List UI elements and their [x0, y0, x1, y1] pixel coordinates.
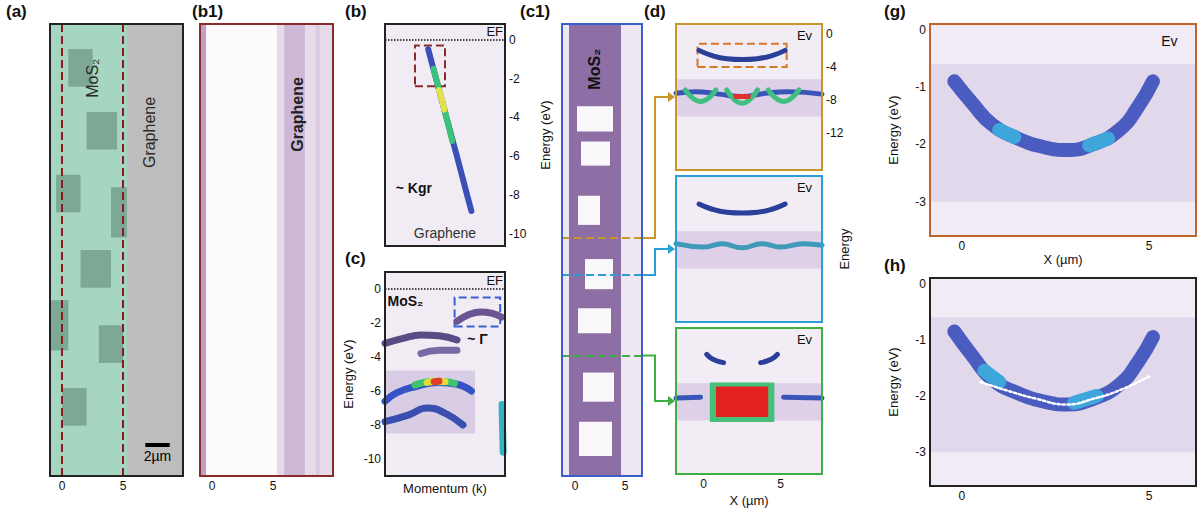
- svg-text:2µm: 2µm: [144, 448, 172, 464]
- svg-text:0: 0: [209, 479, 216, 493]
- svg-text:0: 0: [374, 282, 381, 296]
- svg-text:-2: -2: [370, 316, 381, 330]
- svg-text:Energy (eV): Energy (eV): [341, 339, 356, 408]
- svg-text:Energy (eV): Energy (eV): [886, 347, 901, 416]
- svg-text:~ Γ: ~ Γ: [467, 331, 488, 347]
- svg-text:MoS₂: MoS₂: [586, 49, 603, 90]
- svg-text:5: 5: [622, 479, 629, 493]
- svg-text:MoS₂: MoS₂: [388, 293, 424, 309]
- svg-text:-2: -2: [915, 389, 926, 403]
- svg-text:(a): (a): [6, 2, 27, 21]
- svg-text:~ Kgr: ~ Kgr: [396, 180, 433, 196]
- svg-text:-4: -4: [826, 60, 837, 74]
- svg-text:-6: -6: [509, 149, 520, 163]
- svg-text:-10: -10: [364, 452, 382, 466]
- svg-text:MoS₂: MoS₂: [84, 59, 101, 98]
- svg-text:5: 5: [777, 477, 784, 491]
- svg-text:-6: -6: [370, 384, 381, 398]
- svg-text:0: 0: [509, 33, 516, 47]
- svg-text:(b1): (b1): [192, 2, 223, 21]
- svg-text:Ev: Ev: [797, 180, 813, 195]
- svg-text:(c1): (c1): [520, 2, 550, 21]
- svg-text:(b): (b): [345, 2, 367, 21]
- svg-text:5: 5: [120, 479, 127, 493]
- svg-text:(g): (g): [884, 2, 906, 21]
- svg-text:0: 0: [959, 489, 966, 503]
- svg-text:(c): (c): [345, 249, 366, 268]
- svg-text:-8: -8: [509, 188, 520, 202]
- svg-text:Graphene: Graphene: [141, 97, 158, 168]
- svg-text:5: 5: [1146, 489, 1153, 503]
- svg-text:Graphene: Graphene: [289, 77, 306, 152]
- svg-text:(h): (h): [884, 256, 906, 275]
- svg-text:0: 0: [919, 277, 926, 291]
- svg-text:-4: -4: [370, 350, 381, 364]
- svg-text:X (µm): X (µm): [1043, 252, 1082, 267]
- svg-text:0: 0: [959, 239, 966, 253]
- svg-text:-2: -2: [915, 137, 926, 151]
- svg-text:-3: -3: [915, 195, 926, 209]
- svg-text:-1: -1: [915, 80, 926, 94]
- svg-text:5: 5: [1146, 239, 1153, 253]
- svg-text:-12: -12: [826, 126, 844, 140]
- svg-text:Energy (eV): Energy (eV): [538, 100, 553, 169]
- svg-text:5: 5: [270, 479, 277, 493]
- svg-text:X (µm): X (µm): [729, 493, 768, 508]
- svg-text:EF: EF: [486, 24, 503, 39]
- svg-text:-1: -1: [915, 333, 926, 347]
- svg-text:-4: -4: [509, 110, 520, 124]
- svg-text:-8: -8: [826, 93, 837, 107]
- svg-text:-10: -10: [509, 227, 527, 241]
- svg-text:-8: -8: [370, 418, 381, 432]
- svg-text:Energy (eV): Energy (eV): [886, 95, 901, 164]
- svg-text:Momentum (k): Momentum (k): [403, 481, 487, 496]
- svg-text:Ev: Ev: [797, 332, 813, 347]
- svg-text:Ev: Ev: [797, 28, 813, 43]
- svg-text:0: 0: [700, 477, 707, 491]
- svg-text:EF: EF: [486, 273, 503, 288]
- svg-text:0: 0: [919, 23, 926, 37]
- svg-text:(d): (d): [644, 2, 666, 21]
- svg-text:Ev: Ev: [1161, 33, 1177, 49]
- svg-text:0: 0: [826, 27, 833, 41]
- svg-text:-2: -2: [509, 72, 520, 86]
- svg-text:0: 0: [572, 479, 579, 493]
- svg-text:-3: -3: [915, 445, 926, 459]
- svg-text:Energy: Energy: [837, 228, 852, 270]
- svg-text:Graphene: Graphene: [414, 225, 476, 241]
- svg-text:0: 0: [59, 479, 66, 493]
